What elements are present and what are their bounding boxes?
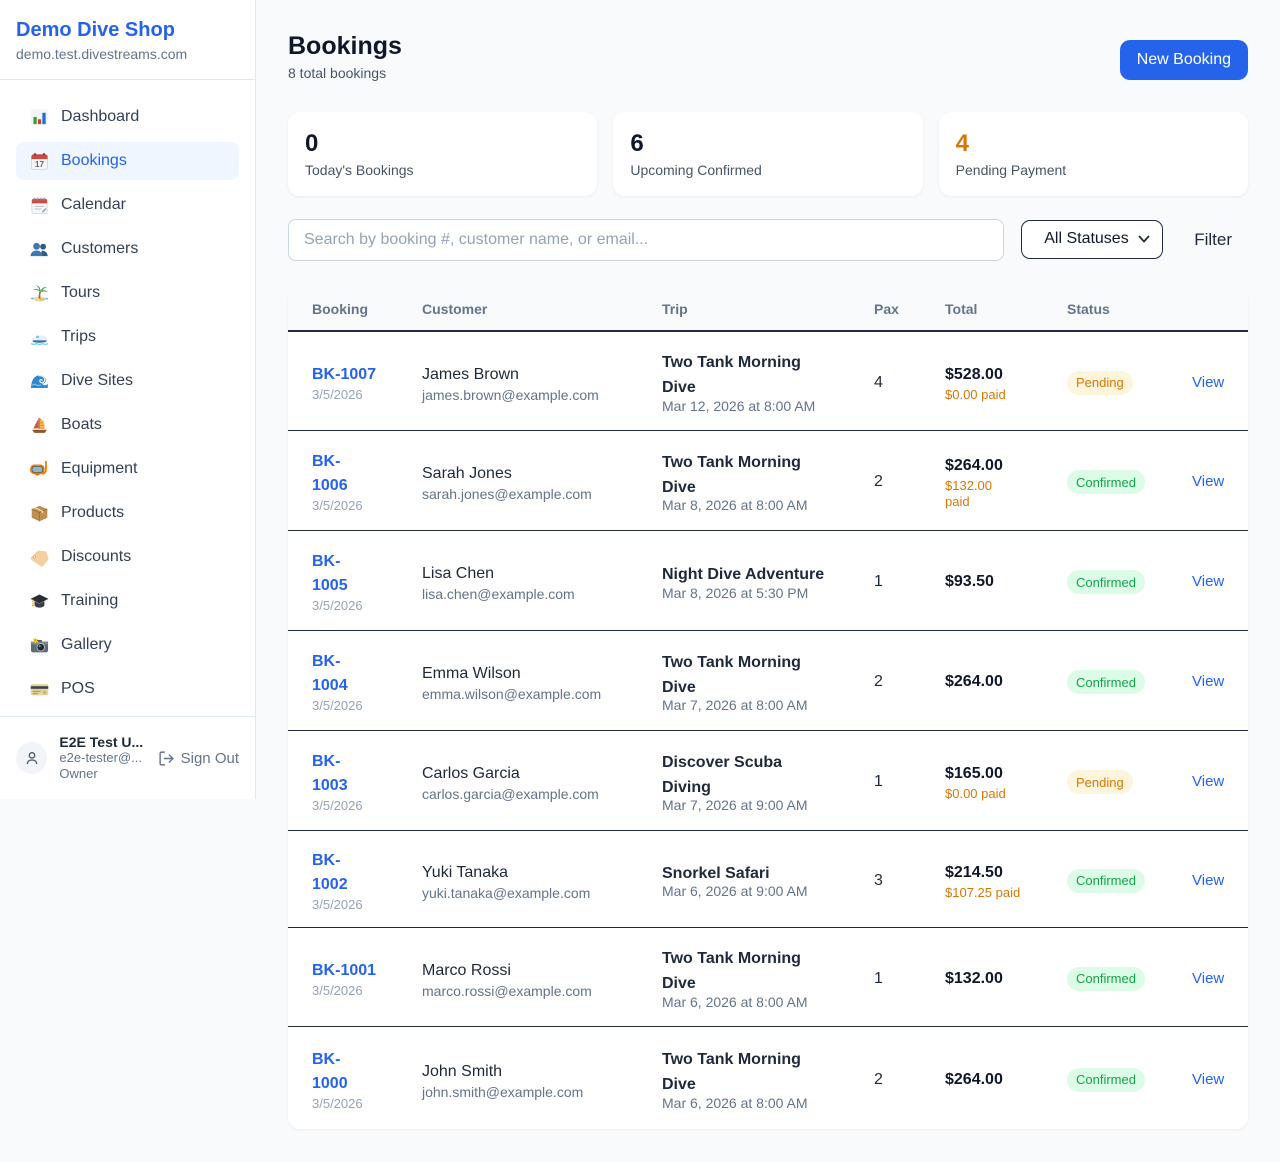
svg-text:17: 17 <box>35 159 44 168</box>
